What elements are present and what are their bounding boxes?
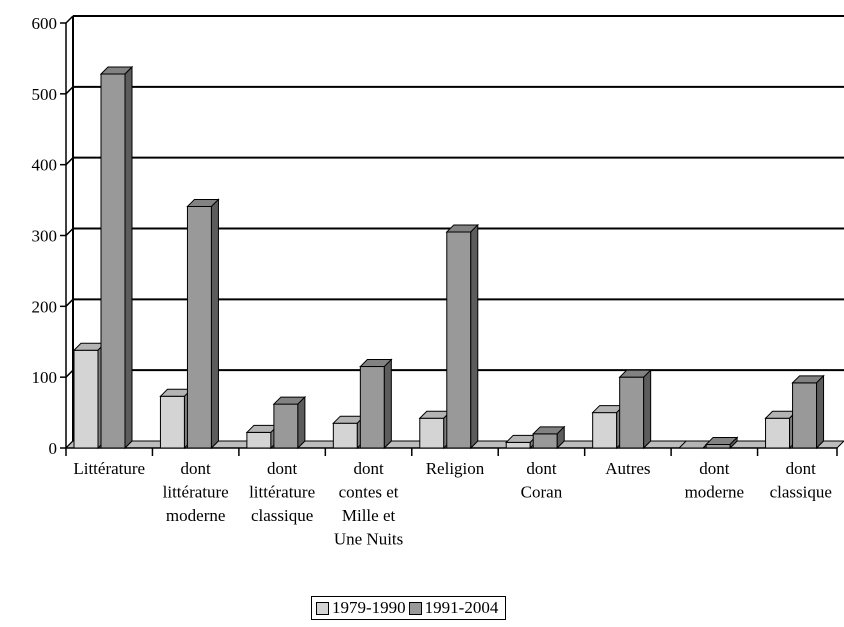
gridline-side-600 bbox=[65, 15, 74, 24]
bar-front bbox=[592, 412, 618, 449]
bar-side bbox=[297, 395, 306, 450]
gridline-side-200 bbox=[65, 298, 74, 307]
bar-front bbox=[765, 417, 791, 449]
y-tick-label-300: 300 bbox=[32, 227, 58, 246]
x-tick-label-5: Religion bbox=[426, 459, 485, 478]
bar-front bbox=[505, 441, 531, 449]
bar-front bbox=[246, 431, 272, 449]
bar-1-cat-4 bbox=[332, 415, 366, 450]
x-tick-label-7: Autres bbox=[605, 459, 650, 478]
legend-label-series-1: 1979-1990 bbox=[332, 598, 406, 617]
y-tick-label-600: 600 bbox=[32, 14, 58, 33]
legend-label-series-2: 1991-2004 bbox=[424, 598, 499, 617]
bar-front bbox=[359, 366, 385, 449]
bar-side bbox=[643, 368, 652, 450]
bar-2-cat-2 bbox=[186, 198, 220, 450]
x-tick-label-4: dont contes et Mille et Une Nuits bbox=[334, 459, 403, 549]
y-tick-label-0: 0 bbox=[49, 439, 58, 458]
bar-side bbox=[210, 198, 219, 450]
legend-swatch-series-2 bbox=[408, 601, 422, 615]
gridline-side-500 bbox=[65, 86, 74, 95]
x-tick-label-1: Littérature bbox=[73, 459, 145, 478]
y-tick-label-100: 100 bbox=[32, 368, 58, 387]
legend-item-series-2: 1991-2004 bbox=[408, 598, 499, 618]
bar-2-cat-1 bbox=[99, 65, 134, 450]
legend: 1979-1990 1991-2004 bbox=[311, 596, 507, 620]
bar-1-cat-9 bbox=[764, 410, 798, 450]
bar-front bbox=[100, 73, 126, 449]
y-tick-label-400: 400 bbox=[32, 156, 58, 175]
bar-1-cat-5 bbox=[418, 410, 452, 450]
bar-side bbox=[124, 65, 133, 450]
bar-side bbox=[470, 223, 479, 450]
x-tick-label-6: dont Coran bbox=[521, 459, 563, 502]
bar-2-cat-8 bbox=[704, 436, 739, 450]
bar-side bbox=[556, 425, 565, 450]
bar-front bbox=[159, 395, 185, 449]
bar-side bbox=[816, 374, 825, 450]
bar-2-cat-4 bbox=[359, 358, 393, 450]
bar-front bbox=[273, 403, 299, 449]
gridline-side-300 bbox=[65, 227, 74, 237]
bar-2-cat-9 bbox=[791, 374, 825, 450]
bar-front bbox=[705, 443, 731, 449]
bar-side bbox=[383, 358, 392, 450]
bar-1-cat-2 bbox=[159, 388, 193, 450]
legend-swatch-series-1 bbox=[316, 601, 329, 615]
bar-1-cat-7 bbox=[591, 404, 625, 450]
x-tick-label-8: dont moderne bbox=[685, 459, 744, 502]
bar-front bbox=[73, 349, 99, 449]
gridline-side-100 bbox=[65, 369, 74, 378]
legend-item-series-1: 1979-1990 bbox=[316, 598, 406, 618]
bar-front bbox=[792, 382, 818, 449]
x-tick-label-3: dont littérature classique bbox=[249, 459, 315, 525]
y-tick-label-500: 500 bbox=[32, 85, 58, 104]
bar-2-cat-6 bbox=[532, 425, 566, 450]
bar-1-cat-6 bbox=[505, 434, 539, 450]
bar-2-cat-7 bbox=[618, 368, 652, 450]
bar-front bbox=[532, 433, 558, 449]
bar-2-cat-5 bbox=[445, 223, 479, 450]
bar-1-cat-1 bbox=[72, 342, 107, 450]
bar-front bbox=[619, 376, 645, 449]
x-tick-label-2: dont littérature moderne bbox=[163, 459, 229, 525]
bar-front bbox=[332, 422, 358, 449]
x-tick-label-9: dont classique bbox=[770, 459, 832, 502]
bar-2-cat-3 bbox=[272, 395, 307, 450]
gridline-side-400 bbox=[65, 157, 74, 166]
bar-front bbox=[446, 231, 472, 449]
bar-front bbox=[186, 205, 212, 449]
bar-side bbox=[729, 436, 738, 450]
y-tick-label-200: 200 bbox=[32, 297, 58, 316]
bar-front bbox=[419, 417, 445, 449]
bar-1-cat-3 bbox=[245, 424, 280, 450]
